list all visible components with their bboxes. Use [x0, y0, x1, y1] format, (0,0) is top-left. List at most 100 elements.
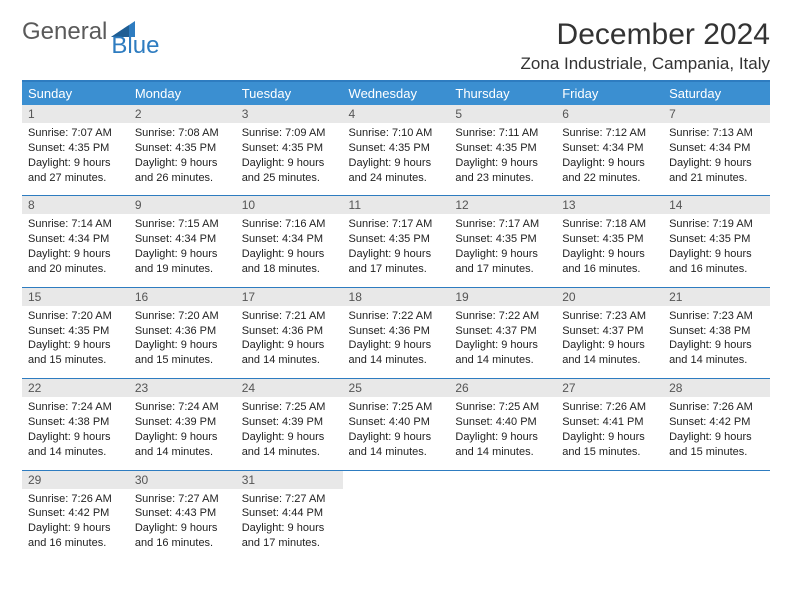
sunset-text: Sunset: 4:42 PM — [28, 506, 123, 521]
day-number-cell: 25 — [343, 379, 450, 398]
day-detail-cell — [663, 489, 770, 561]
sunset-text: Sunset: 4:34 PM — [242, 232, 337, 247]
day-detail-cell: Sunrise: 7:25 AMSunset: 4:39 PMDaylight:… — [236, 397, 343, 470]
day-header: Friday — [556, 82, 663, 105]
daylight-text: Daylight: 9 hours and 25 minutes. — [242, 156, 337, 186]
day-number-cell: 3 — [236, 105, 343, 123]
sunset-text: Sunset: 4:34 PM — [669, 141, 764, 156]
sunset-text: Sunset: 4:35 PM — [28, 324, 123, 339]
sunrise-text: Sunrise: 7:11 AM — [455, 126, 550, 141]
sunset-text: Sunset: 4:34 PM — [135, 232, 230, 247]
daylight-text: Daylight: 9 hours and 26 minutes. — [135, 156, 230, 186]
day-detail-cell: Sunrise: 7:11 AMSunset: 4:35 PMDaylight:… — [449, 123, 556, 196]
day-detail-cell — [556, 489, 663, 561]
sunset-text: Sunset: 4:35 PM — [562, 232, 657, 247]
day-header: Saturday — [663, 82, 770, 105]
day-header-row: SundayMondayTuesdayWednesdayThursdayFrid… — [22, 82, 770, 105]
day-number-cell: 18 — [343, 287, 450, 306]
sunrise-text: Sunrise: 7:26 AM — [669, 400, 764, 415]
day-number-cell: 31 — [236, 470, 343, 489]
sunrise-text: Sunrise: 7:08 AM — [135, 126, 230, 141]
sunrise-text: Sunrise: 7:23 AM — [562, 309, 657, 324]
sunrise-text: Sunrise: 7:23 AM — [669, 309, 764, 324]
sunset-text: Sunset: 4:36 PM — [242, 324, 337, 339]
sunset-text: Sunset: 4:36 PM — [349, 324, 444, 339]
day-detail-cell: Sunrise: 7:26 AMSunset: 4:42 PMDaylight:… — [22, 489, 129, 561]
daylight-text: Daylight: 9 hours and 17 minutes. — [349, 247, 444, 277]
sunset-text: Sunset: 4:42 PM — [669, 415, 764, 430]
sunrise-text: Sunrise: 7:17 AM — [349, 217, 444, 232]
day-number-cell: 21 — [663, 287, 770, 306]
sunrise-text: Sunrise: 7:22 AM — [349, 309, 444, 324]
sunset-text: Sunset: 4:35 PM — [135, 141, 230, 156]
day-number-cell: 1 — [22, 105, 129, 123]
sunrise-text: Sunrise: 7:17 AM — [455, 217, 550, 232]
sunrise-text: Sunrise: 7:15 AM — [135, 217, 230, 232]
day-detail-row: Sunrise: 7:20 AMSunset: 4:35 PMDaylight:… — [22, 306, 770, 379]
sunset-text: Sunset: 4:43 PM — [135, 506, 230, 521]
day-number-cell: 28 — [663, 379, 770, 398]
daylight-text: Daylight: 9 hours and 14 minutes. — [28, 430, 123, 460]
day-detail-row: Sunrise: 7:14 AMSunset: 4:34 PMDaylight:… — [22, 214, 770, 287]
daylight-text: Daylight: 9 hours and 21 minutes. — [669, 156, 764, 186]
day-number-cell: 26 — [449, 379, 556, 398]
daylight-text: Daylight: 9 hours and 15 minutes. — [28, 338, 123, 368]
day-detail-cell: Sunrise: 7:12 AMSunset: 4:34 PMDaylight:… — [556, 123, 663, 196]
day-number-cell — [449, 470, 556, 489]
day-detail-row: Sunrise: 7:07 AMSunset: 4:35 PMDaylight:… — [22, 123, 770, 196]
day-number-cell: 4 — [343, 105, 450, 123]
sunrise-text: Sunrise: 7:14 AM — [28, 217, 123, 232]
sunset-text: Sunset: 4:36 PM — [135, 324, 230, 339]
day-detail-row: Sunrise: 7:26 AMSunset: 4:42 PMDaylight:… — [22, 489, 770, 561]
daylight-text: Daylight: 9 hours and 14 minutes. — [242, 338, 337, 368]
day-detail-cell: Sunrise: 7:20 AMSunset: 4:35 PMDaylight:… — [22, 306, 129, 379]
daylight-text: Daylight: 9 hours and 20 minutes. — [28, 247, 123, 277]
day-detail-cell: Sunrise: 7:10 AMSunset: 4:35 PMDaylight:… — [343, 123, 450, 196]
daylight-text: Daylight: 9 hours and 18 minutes. — [242, 247, 337, 277]
day-number-cell: 19 — [449, 287, 556, 306]
sunset-text: Sunset: 4:34 PM — [562, 141, 657, 156]
sunrise-text: Sunrise: 7:26 AM — [562, 400, 657, 415]
day-detail-cell: Sunrise: 7:22 AMSunset: 4:36 PMDaylight:… — [343, 306, 450, 379]
day-detail-cell: Sunrise: 7:27 AMSunset: 4:44 PMDaylight:… — [236, 489, 343, 561]
location-text: Zona Industriale, Campania, Italy — [521, 54, 770, 74]
daylight-text: Daylight: 9 hours and 14 minutes. — [562, 338, 657, 368]
daylight-text: Daylight: 9 hours and 14 minutes. — [242, 430, 337, 460]
day-detail-cell: Sunrise: 7:14 AMSunset: 4:34 PMDaylight:… — [22, 214, 129, 287]
sunrise-text: Sunrise: 7:26 AM — [28, 492, 123, 507]
sunrise-text: Sunrise: 7:20 AM — [28, 309, 123, 324]
day-number-cell: 17 — [236, 287, 343, 306]
day-number-cell: 12 — [449, 196, 556, 215]
sunset-text: Sunset: 4:35 PM — [349, 141, 444, 156]
day-number-cell: 6 — [556, 105, 663, 123]
day-header: Thursday — [449, 82, 556, 105]
day-number-cell: 11 — [343, 196, 450, 215]
sunrise-text: Sunrise: 7:13 AM — [669, 126, 764, 141]
day-detail-cell: Sunrise: 7:23 AMSunset: 4:37 PMDaylight:… — [556, 306, 663, 379]
day-detail-cell: Sunrise: 7:21 AMSunset: 4:36 PMDaylight:… — [236, 306, 343, 379]
day-number-cell: 2 — [129, 105, 236, 123]
day-number-cell: 24 — [236, 379, 343, 398]
day-number-cell: 22 — [22, 379, 129, 398]
day-header: Monday — [129, 82, 236, 105]
day-number-cell — [556, 470, 663, 489]
day-number-cell: 30 — [129, 470, 236, 489]
daylight-text: Daylight: 9 hours and 16 minutes. — [28, 521, 123, 551]
sunset-text: Sunset: 4:35 PM — [242, 141, 337, 156]
sunset-text: Sunset: 4:41 PM — [562, 415, 657, 430]
brand-text-1: General — [22, 18, 107, 46]
day-number-row: 891011121314 — [22, 196, 770, 215]
calendar-table: SundayMondayTuesdayWednesdayThursdayFrid… — [22, 82, 770, 561]
sunrise-text: Sunrise: 7:27 AM — [242, 492, 337, 507]
sunrise-text: Sunrise: 7:27 AM — [135, 492, 230, 507]
day-number-cell: 15 — [22, 287, 129, 306]
day-detail-cell: Sunrise: 7:09 AMSunset: 4:35 PMDaylight:… — [236, 123, 343, 196]
day-detail-cell: Sunrise: 7:27 AMSunset: 4:43 PMDaylight:… — [129, 489, 236, 561]
day-detail-cell: Sunrise: 7:13 AMSunset: 4:34 PMDaylight:… — [663, 123, 770, 196]
sunset-text: Sunset: 4:35 PM — [455, 232, 550, 247]
daylight-text: Daylight: 9 hours and 14 minutes. — [349, 338, 444, 368]
day-number-cell: 7 — [663, 105, 770, 123]
day-detail-cell: Sunrise: 7:24 AMSunset: 4:39 PMDaylight:… — [129, 397, 236, 470]
daylight-text: Daylight: 9 hours and 24 minutes. — [349, 156, 444, 186]
day-detail-cell: Sunrise: 7:17 AMSunset: 4:35 PMDaylight:… — [449, 214, 556, 287]
